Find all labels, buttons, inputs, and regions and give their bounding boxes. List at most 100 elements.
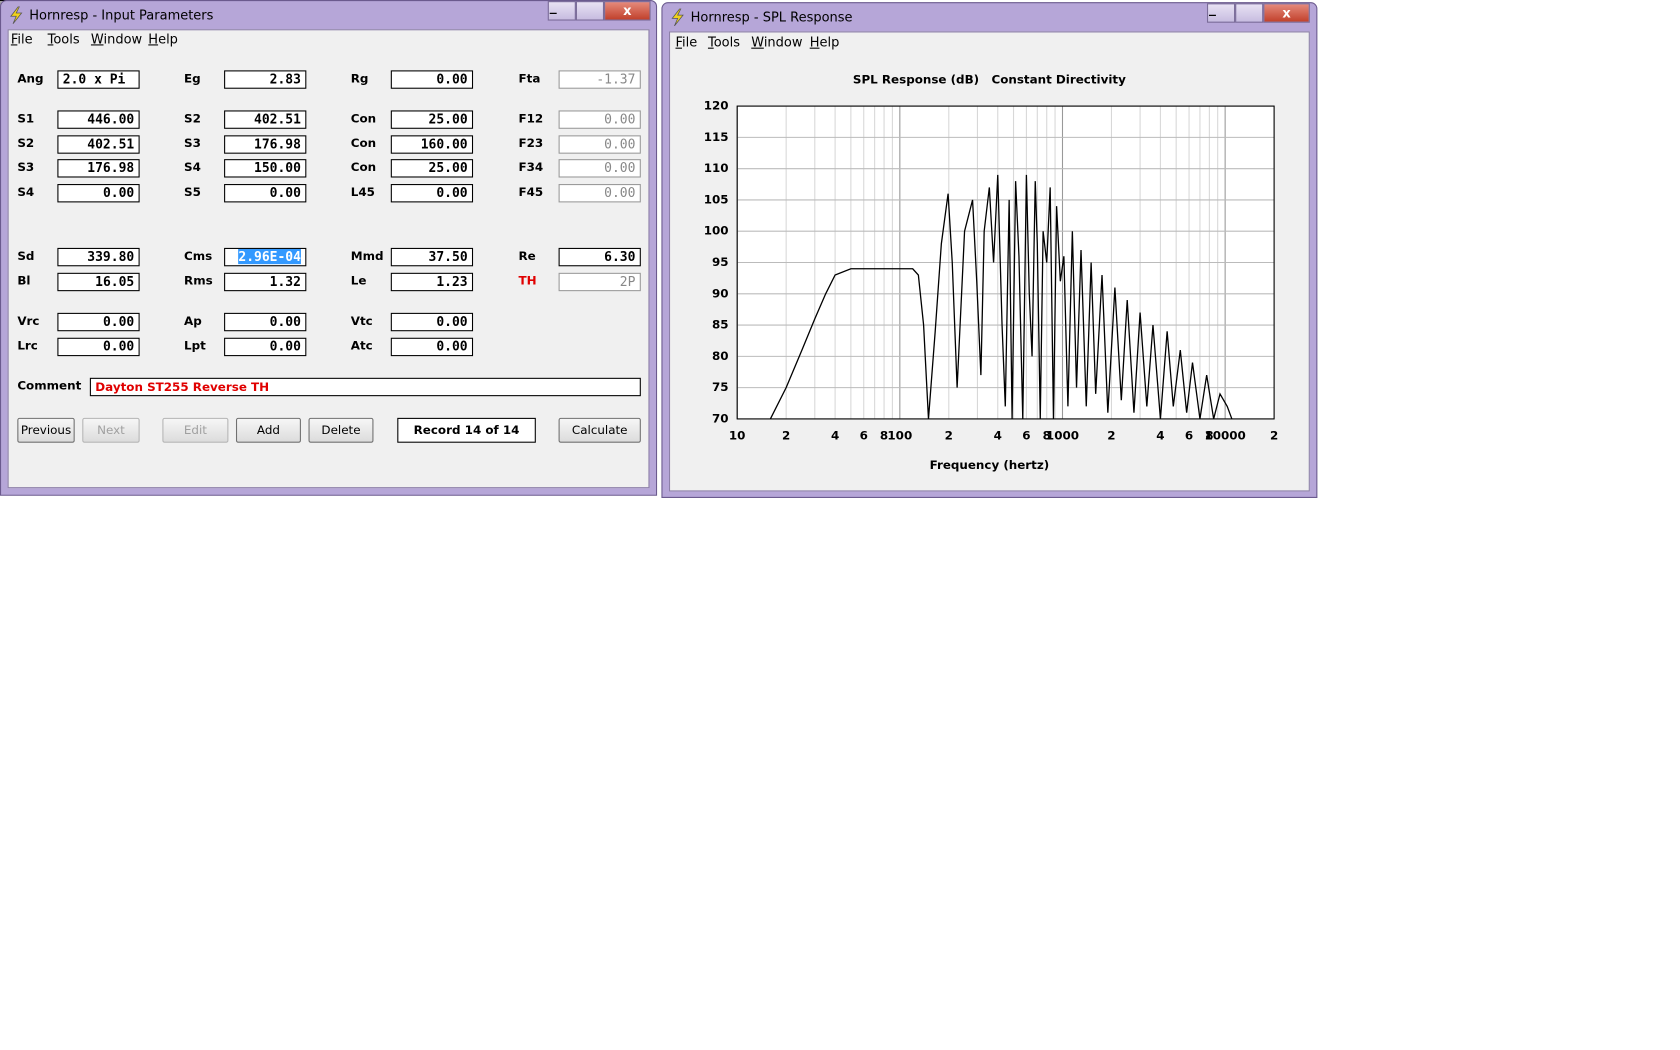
field-input[interactable]: 0.00 xyxy=(57,312,140,332)
field-label: Con xyxy=(350,111,377,126)
field-input[interactable]: 176.98 xyxy=(224,135,307,154)
button: Next xyxy=(82,417,140,443)
y-tick-label: 90 xyxy=(712,286,729,300)
field-value: 0.00 xyxy=(102,313,135,330)
field-value: 0.00 xyxy=(604,185,636,201)
field-input[interactable]: 37.50 xyxy=(390,247,474,267)
field-input[interactable]: 339.80 xyxy=(57,247,140,267)
field-label: Con xyxy=(350,160,377,175)
field-input[interactable]: 0.00 xyxy=(224,312,307,332)
menu-item[interactable]: Tools xyxy=(707,34,740,50)
y-tick-label: 70 xyxy=(712,411,729,425)
menu-item[interactable]: Help xyxy=(148,31,178,47)
y-tick-label: 75 xyxy=(712,380,729,394)
comment-input[interactable]: Dayton ST255 Reverse TH xyxy=(89,377,641,397)
button: Edit xyxy=(162,417,229,443)
minimize-button[interactable]: – xyxy=(547,1,576,23)
field-input[interactable]: 160.00 xyxy=(390,135,474,154)
field-input: 0.00 xyxy=(558,159,641,178)
menu-item[interactable]: File xyxy=(10,31,33,47)
field-label: TH xyxy=(518,273,537,288)
maximize-button[interactable] xyxy=(575,1,605,21)
x-tick-label: 4 xyxy=(1156,429,1164,443)
field-value: 402.51 xyxy=(87,136,135,152)
x-tick-label: 8 xyxy=(1043,429,1051,443)
button[interactable]: Previous xyxy=(17,417,75,443)
field-label: F34 xyxy=(518,160,544,175)
menu-item[interactable]: Tools xyxy=(47,31,80,47)
field-input[interactable]: 0.00 xyxy=(390,337,474,357)
y-tick-label: 110 xyxy=(704,161,729,175)
chart-title: SPL Response (dB) Constant Directivity xyxy=(853,73,1126,87)
button[interactable]: Add xyxy=(235,417,301,443)
field-value: 1.32 xyxy=(269,273,301,290)
field-input[interactable]: 402.51 xyxy=(57,135,140,154)
field-value: 25.00 xyxy=(428,111,468,127)
field-label: Rg xyxy=(350,71,369,86)
field-input: 0.00 xyxy=(558,110,641,129)
menu-item[interactable]: Help xyxy=(809,34,840,50)
field-value: 160.00 xyxy=(420,136,468,152)
minimize-button[interactable]: – xyxy=(1206,3,1236,25)
x-tick-label: 2 xyxy=(782,429,790,443)
field-label: L45 xyxy=(350,185,375,200)
field-input[interactable]: 2.83 xyxy=(224,70,307,89)
field-input[interactable]: 1.23 xyxy=(390,272,474,292)
field-label: F45 xyxy=(518,185,544,200)
field-value: 2P xyxy=(619,273,636,290)
x-tick-label: 8 xyxy=(1205,429,1213,443)
spl-curve xyxy=(769,174,1233,420)
button[interactable]: Delete xyxy=(308,417,374,443)
field-input[interactable]: 16.05 xyxy=(57,272,140,292)
x-axis-title: Frequency (hertz) xyxy=(930,458,1050,472)
field-input[interactable]: 0.00 xyxy=(224,184,307,203)
maximize-button[interactable] xyxy=(1235,3,1264,23)
field-input[interactable]: 0.00 xyxy=(57,184,140,203)
field-value: 37.50 xyxy=(428,248,468,265)
field-input[interactable]: 0.00 xyxy=(390,184,474,203)
field-input[interactable]: 25.00 xyxy=(390,110,474,129)
field-input[interactable]: 150.00 xyxy=(224,159,307,178)
field-input[interactable]: 25.00 xyxy=(390,159,474,178)
field-value: 0.00 xyxy=(604,136,636,152)
field-value: 2.0 x Pi xyxy=(62,71,126,87)
y-tick-label: 105 xyxy=(704,192,729,206)
field-value: 339.80 xyxy=(87,248,135,265)
button[interactable]: Calculate xyxy=(558,417,641,443)
field-value: 0.00 xyxy=(436,185,468,201)
field-input[interactable]: 2.0 x Pi xyxy=(57,70,140,89)
field-input[interactable]: 0.00 xyxy=(390,70,474,89)
x-tick-label: 10000 xyxy=(1204,429,1245,443)
field-input[interactable]: 0.00 xyxy=(390,312,474,332)
menu-item[interactable]: Window xyxy=(751,34,803,50)
field-value: 0.00 xyxy=(436,71,468,87)
close-button[interactable]: x xyxy=(604,1,651,21)
field-label: Ang xyxy=(17,71,44,86)
field-label: F12 xyxy=(518,111,544,126)
field-input[interactable]: 446.00 xyxy=(57,110,140,129)
field-input: 0.00 xyxy=(558,135,641,154)
field-value: 2.96E-04 xyxy=(238,248,301,265)
field-input[interactable]: 402.51 xyxy=(224,110,307,129)
close-button[interactable]: x xyxy=(1263,3,1310,23)
y-tick-label: 115 xyxy=(704,130,729,144)
field-input[interactable]: 1.32 xyxy=(224,272,307,292)
menu-item[interactable]: File xyxy=(675,34,698,50)
y-tick-label: 120 xyxy=(704,99,729,113)
field-input[interactable]: 0.00 xyxy=(224,337,307,357)
field-value: 0.00 xyxy=(604,160,636,176)
y-tick-label: 95 xyxy=(712,255,729,269)
field-input[interactable]: 0.00 xyxy=(57,337,140,357)
field-input[interactable]: 176.98 xyxy=(57,159,140,178)
window-title: Hornresp - SPL Response xyxy=(690,9,853,25)
field-input[interactable]: 2.96E-04 xyxy=(224,247,307,267)
field-label: S2 xyxy=(17,136,35,151)
field-input[interactable]: 6.30 xyxy=(558,247,641,267)
x-tick-label: 4 xyxy=(994,429,1002,443)
menu-item[interactable]: Window xyxy=(90,31,143,47)
field-label: Bl xyxy=(17,273,31,288)
field-value: 0.00 xyxy=(436,313,468,330)
x-tick-label: 1000 xyxy=(1046,429,1079,443)
field-label: S4 xyxy=(17,185,35,200)
